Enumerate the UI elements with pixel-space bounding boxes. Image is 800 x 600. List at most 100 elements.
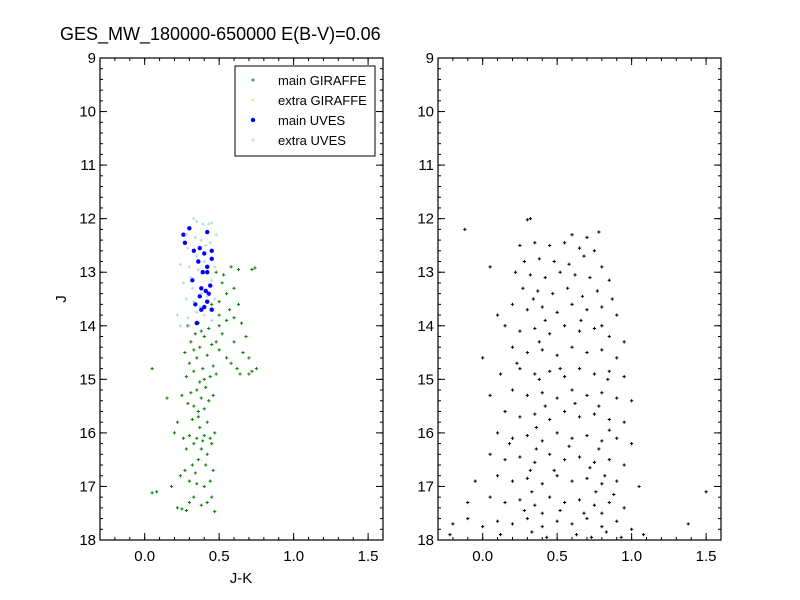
data-point xyxy=(473,479,477,483)
data-point xyxy=(540,511,544,515)
data-point xyxy=(195,219,199,223)
data-point xyxy=(592,412,596,416)
data-point xyxy=(235,367,239,371)
data-point xyxy=(518,329,522,333)
data-point xyxy=(196,409,200,414)
data-point xyxy=(488,495,492,499)
legend-marker xyxy=(252,99,254,101)
data-point xyxy=(199,503,203,507)
data-point xyxy=(181,436,186,440)
data-point xyxy=(481,525,485,529)
y-tick-label: 18 xyxy=(79,532,96,549)
data-point xyxy=(592,249,596,253)
data-point xyxy=(543,275,547,280)
data-point xyxy=(518,243,522,248)
data-point xyxy=(525,476,529,481)
data-point xyxy=(225,356,229,360)
data-point xyxy=(238,372,242,376)
data-point xyxy=(199,286,204,291)
data-point xyxy=(531,297,535,301)
data-point xyxy=(214,372,218,376)
data-point xyxy=(582,254,586,258)
data-point xyxy=(510,302,515,306)
data-point xyxy=(222,273,226,277)
data-point xyxy=(175,420,180,424)
data-point xyxy=(495,519,500,523)
data-point xyxy=(466,500,470,505)
data-point xyxy=(607,417,611,422)
data-point xyxy=(533,412,537,416)
data-point xyxy=(540,482,544,486)
right-panel: 0.0 0.5 1.0 1.5 9 10 11 12 13 14 15 16 17 18 xyxy=(417,50,722,565)
data-point xyxy=(217,348,221,352)
data-point xyxy=(592,460,596,464)
data-point xyxy=(193,332,197,336)
data-point xyxy=(525,393,529,397)
chart-title: GES_MW_180000-650000 E(B-V)=0.06 xyxy=(60,24,381,45)
data-point xyxy=(169,484,174,489)
data-point xyxy=(604,530,608,534)
data-point xyxy=(615,519,619,523)
data-point xyxy=(580,294,585,298)
data-point xyxy=(193,235,197,240)
data-point xyxy=(579,318,583,323)
data-point xyxy=(198,380,202,384)
x-tick-label: 0.0 xyxy=(472,548,493,565)
data-point xyxy=(192,495,196,499)
data-point xyxy=(203,288,208,294)
data-point xyxy=(205,299,210,304)
data-point xyxy=(543,404,547,408)
data-point xyxy=(555,519,559,523)
data-point xyxy=(540,348,544,352)
data-point xyxy=(503,409,507,414)
data-point xyxy=(577,455,582,459)
data-point xyxy=(196,415,200,419)
data-point xyxy=(577,246,582,250)
data-point xyxy=(622,340,626,344)
data-point xyxy=(463,227,467,231)
data-point xyxy=(205,270,210,275)
data-point xyxy=(600,511,604,515)
data-point xyxy=(555,396,559,400)
y-tick-label: 9 xyxy=(88,50,96,67)
data-point xyxy=(552,468,556,472)
data-point xyxy=(184,233,188,237)
data-point xyxy=(488,393,492,397)
data-point xyxy=(178,324,183,328)
data-point xyxy=(150,367,154,371)
data-point xyxy=(603,474,607,478)
data-point xyxy=(525,218,529,222)
data-point xyxy=(518,367,522,371)
data-point xyxy=(622,420,626,424)
data-point xyxy=(607,458,611,462)
data-point xyxy=(503,458,507,462)
data-point xyxy=(192,300,196,304)
data-point xyxy=(513,270,518,274)
data-point xyxy=(205,500,209,505)
data-point xyxy=(232,340,236,344)
data-point xyxy=(563,375,567,379)
data-point xyxy=(207,399,211,403)
data-point xyxy=(585,308,589,312)
data-point xyxy=(498,533,503,537)
data-point xyxy=(448,533,452,537)
data-point xyxy=(588,466,592,470)
data-point xyxy=(573,401,577,406)
data-point xyxy=(204,385,208,389)
y-tick-label: 16 xyxy=(79,425,96,442)
data-point xyxy=(585,476,589,481)
legend-marker xyxy=(250,117,256,123)
data-point xyxy=(178,474,183,478)
data-point xyxy=(202,334,206,339)
data-point xyxy=(510,436,515,440)
data-point xyxy=(184,375,188,379)
data-point xyxy=(558,270,562,274)
data-point xyxy=(534,425,538,430)
data-point xyxy=(190,463,194,467)
data-point xyxy=(253,266,257,270)
data-point xyxy=(205,452,209,456)
data-point xyxy=(548,417,552,422)
data-point xyxy=(183,350,187,355)
data-point xyxy=(210,221,214,225)
data-point xyxy=(192,369,196,373)
